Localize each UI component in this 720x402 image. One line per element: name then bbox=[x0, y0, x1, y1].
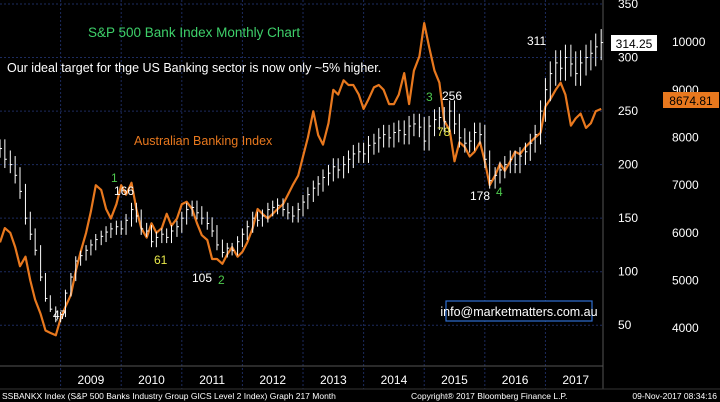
grid bbox=[0, 0, 604, 389]
annotation-label: 78 bbox=[437, 125, 451, 139]
watermark-box: info@marketmatters.com.au bbox=[440, 300, 598, 322]
right-tick-label: 250 bbox=[618, 104, 638, 118]
annotation-label: 1 bbox=[111, 171, 118, 185]
left-tick-label: 5000 bbox=[672, 273, 699, 287]
watermark-text: info@marketmatters.com.au bbox=[440, 305, 597, 319]
footer-left: SSBANKX Index (S&P 500 Banks Industry Gr… bbox=[2, 391, 336, 401]
left-tick-label: 4000 bbox=[672, 321, 699, 335]
last-value-right-text: 314.25 bbox=[616, 37, 653, 51]
watermark-border bbox=[445, 300, 593, 322]
left-tick-label: 6000 bbox=[672, 226, 699, 240]
x-tick-label: 2012 bbox=[259, 373, 286, 387]
right-axis-ticks: 50 100 150 200 250 300 350 bbox=[618, 0, 638, 332]
last-value-left-text: 8674.81 bbox=[669, 94, 713, 108]
right-tick-label: 150 bbox=[618, 211, 638, 225]
annotation-label: 311 bbox=[527, 34, 546, 48]
left-tick-label: 10000 bbox=[672, 35, 706, 49]
x-tick-label: 2017 bbox=[562, 373, 589, 387]
series-layer bbox=[0, 22, 604, 337]
x-axis-ticks: 2009 2010 2011 2012 2013 2014 2015 2016 2017 bbox=[78, 373, 590, 387]
right-tick-label: 300 bbox=[618, 51, 638, 65]
annotation-label: 178 bbox=[470, 189, 490, 203]
x-tick-label: 2013 bbox=[320, 373, 347, 387]
annotation-label: 105 bbox=[192, 271, 212, 285]
right-tick-label: 200 bbox=[618, 158, 638, 172]
last-value-left-box bbox=[663, 92, 719, 108]
x-tick-label: 2015 bbox=[441, 373, 468, 387]
x-tick-label: 2011 bbox=[199, 373, 225, 387]
left-tick-label: 7000 bbox=[672, 178, 699, 192]
annotation-label: 61 bbox=[154, 253, 168, 267]
annotation-label: 4 bbox=[496, 185, 503, 199]
last-value-left: 8674.81 bbox=[663, 92, 719, 108]
annotation-label: Australian Banking Index bbox=[134, 134, 273, 148]
chart-title: S&P 500 Bank Index Monthly Chart bbox=[88, 25, 300, 40]
footer-copyright: Copyright® 2017 Bloomberg Finance L.P. bbox=[411, 391, 567, 401]
last-value-right-box bbox=[611, 35, 657, 51]
x-tick-label: 2014 bbox=[381, 373, 408, 387]
annotation-label: 2 bbox=[218, 273, 225, 287]
footer-timestamp: 09-Nov-2017 08:34:16 bbox=[632, 391, 717, 401]
x-tick-label: 2010 bbox=[138, 373, 165, 387]
x-tick-label: 2016 bbox=[502, 373, 529, 387]
annotation-label: 256 bbox=[442, 89, 462, 103]
footer: SSBANKX Index (S&P 500 Banks Industry Gr… bbox=[0, 388, 720, 401]
right-tick-label: 100 bbox=[618, 265, 638, 279]
last-value-right: 314.25 bbox=[611, 35, 657, 51]
right-tick-label: 350 bbox=[618, 0, 638, 11]
right-tick-label: 50 bbox=[618, 318, 632, 332]
annotation-label: 166 bbox=[114, 184, 134, 198]
chart-subtitle: Our ideal target for thge US Banking sec… bbox=[7, 61, 381, 75]
left-tick-label: 8000 bbox=[672, 130, 699, 144]
asx-bank-line bbox=[0, 22, 602, 337]
annotation-label: 3 bbox=[426, 90, 433, 104]
x-tick-label: 2009 bbox=[78, 373, 105, 387]
annotation-label: 47 bbox=[53, 308, 67, 322]
